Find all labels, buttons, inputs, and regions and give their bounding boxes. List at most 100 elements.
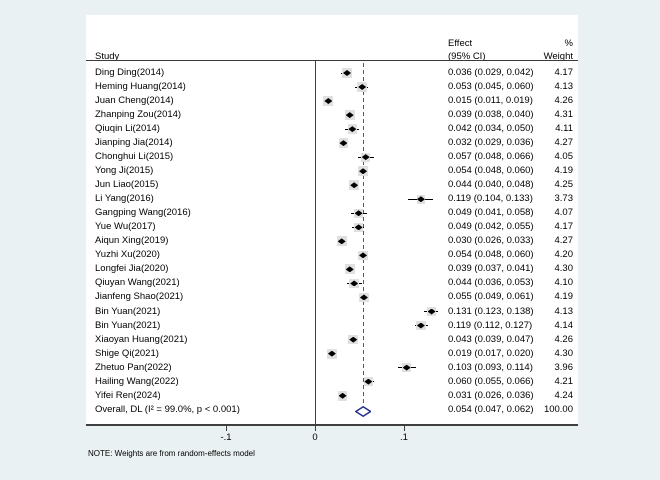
study-label: Ding Ding(2014): [95, 67, 165, 78]
effect-ci-value: 0.119 (0.104, 0.133): [448, 193, 533, 205]
weight-value: 4.27: [554, 137, 574, 149]
effect-ci-value: 0.119 (0.112, 0.127): [448, 319, 533, 331]
study-label: Xiaoyan Huang(2021): [95, 333, 188, 345]
weight-value: 4.17: [554, 67, 574, 78]
column-header-effect-line1: Effect: [448, 38, 473, 49]
x-axis-tick-label: 0: [312, 432, 318, 443]
study-label: Juan Cheng(2014): [95, 95, 174, 107]
point-estimate-marker: [416, 196, 425, 203]
point-estimate-marker: [416, 322, 425, 329]
study-label: Qiuqin Li(2014): [95, 123, 160, 135]
x-axis-tick: [315, 426, 316, 431]
weight-value: 4.13: [554, 81, 574, 93]
study-label: Jianfeng Shao(2021): [95, 291, 184, 303]
effect-ci-value: 0.103 (0.093, 0.114): [448, 361, 533, 373]
study-label: Zhanping Zou(2014): [95, 109, 182, 121]
weight-value: 4.30: [554, 263, 574, 275]
point-estimate-marker: [361, 154, 370, 161]
study-label: Jun Liao(2015): [95, 179, 159, 191]
point-estimate-marker: [343, 70, 352, 76]
point-estimate-marker: [350, 280, 359, 287]
weight-value: 4.19: [554, 291, 574, 303]
effect-ci-value: 0.044 (0.040, 0.048): [448, 179, 534, 191]
effect-ci-value: 0.015 (0.011, 0.019): [448, 95, 533, 107]
study-label: Li Yang(2016): [95, 193, 154, 205]
point-estimate-marker: [327, 350, 336, 357]
weight-value: 3.96: [554, 361, 574, 373]
point-estimate-marker: [339, 140, 348, 147]
study-label: Gangping Wang(2016): [95, 207, 191, 219]
effect-ci-value: 0.039 (0.038, 0.040): [448, 109, 534, 121]
x-axis-tick: [226, 426, 227, 431]
point-estimate-marker: [359, 168, 368, 175]
column-header-effect-line2: (95% CI): [448, 51, 486, 62]
study-label: Bin Yuan(2021): [95, 305, 161, 317]
null-effect-line: [315, 61, 316, 424]
effect-ci-value: 0.044 (0.036, 0.053): [448, 277, 534, 289]
effect-ci-value: 0.032 (0.029, 0.036): [448, 137, 534, 149]
effect-ci-value: 0.049 (0.042, 0.055): [448, 221, 534, 233]
study-label: Hailing Wang(2022): [95, 375, 179, 387]
point-estimate-marker: [358, 84, 367, 91]
weight-value: 4.24: [554, 389, 574, 401]
study-label: Yuzhi Xu(2020): [95, 249, 160, 261]
point-estimate-marker: [354, 224, 363, 231]
point-estimate-marker: [324, 98, 333, 105]
forest-panel: Study Effect (95% CI) % Weight Ding Ding…: [86, 15, 578, 426]
weight-value: 4.13: [554, 305, 574, 317]
study-label: Yifei Ren(2024): [95, 389, 161, 401]
study-label: Heming Huang(2014): [95, 81, 186, 93]
weight-value: 4.31: [554, 109, 574, 121]
effect-ci-value: 0.039 (0.037, 0.041): [448, 263, 534, 275]
effect-ci-value: 0.131 (0.123, 0.138): [448, 305, 534, 317]
weight-value: 4.07: [554, 207, 574, 219]
column-header-study: Study: [95, 51, 120, 62]
point-estimate-marker: [338, 392, 347, 399]
column-header-weight-line2: Weight: [543, 51, 573, 62]
weight-value: 4.10: [554, 277, 574, 289]
weight-value: 4.25: [554, 179, 574, 191]
overall-diamond: [354, 404, 372, 422]
point-estimate-marker: [402, 364, 411, 371]
point-estimate-marker: [345, 266, 354, 273]
weight-value: 4.20: [554, 249, 574, 261]
weight-value: 3.73: [554, 193, 574, 205]
effect-ci-value: 0.042 (0.034, 0.050): [448, 123, 534, 135]
point-estimate-marker: [345, 112, 354, 119]
point-estimate-marker: [359, 252, 368, 259]
weight-value: 4.14: [554, 319, 574, 331]
study-label: Yue Wu(2017): [95, 221, 156, 233]
effect-ci-value: 0.053 (0.045, 0.060): [448, 81, 534, 93]
weight-value: 4.26: [554, 333, 574, 345]
x-axis-tick: [404, 426, 405, 431]
weight-value: 4.30: [554, 347, 574, 359]
weight-value: 4.27: [554, 235, 574, 247]
effect-ci-value: 0.057 (0.048, 0.066): [448, 151, 534, 163]
overall-effect-ci-value: 0.054 (0.047, 0.062): [448, 403, 534, 415]
footnote: NOTE: Weights are from random-effects mo…: [88, 449, 255, 458]
study-label: Qiuyan Wang(2021): [95, 277, 180, 289]
study-label: Yong Ji(2015): [95, 165, 154, 177]
study-label: Zhetuo Pan(2022): [95, 361, 172, 373]
effect-ci-value: 0.043 (0.039, 0.047): [448, 333, 534, 345]
overall-weight-value: 100.00: [543, 403, 573, 415]
point-estimate-marker: [364, 378, 373, 385]
study-label: Bin Yuan(2021): [95, 319, 161, 331]
point-estimate-marker: [354, 210, 363, 217]
point-estimate-marker: [350, 182, 359, 189]
x-axis-tick-label: .1: [400, 432, 408, 443]
effect-ci-value: 0.060 (0.055, 0.066): [448, 375, 534, 387]
effect-ci-value: 0.031 (0.026, 0.036): [448, 389, 534, 401]
point-estimate-marker: [337, 238, 346, 245]
point-estimate-marker: [427, 308, 436, 315]
study-label: Jianping Jia(2014): [95, 137, 173, 149]
weight-value: 4.26: [554, 95, 574, 107]
header-separator: [86, 60, 578, 61]
effect-ci-value: 0.054 (0.048, 0.060): [448, 249, 534, 261]
point-estimate-marker: [349, 336, 358, 343]
study-label: Shige Qi(2021): [95, 347, 159, 359]
point-estimate-marker: [359, 294, 368, 301]
weight-value: 4.21: [554, 375, 574, 387]
effect-ci-value: 0.049 (0.041, 0.058): [448, 207, 534, 219]
